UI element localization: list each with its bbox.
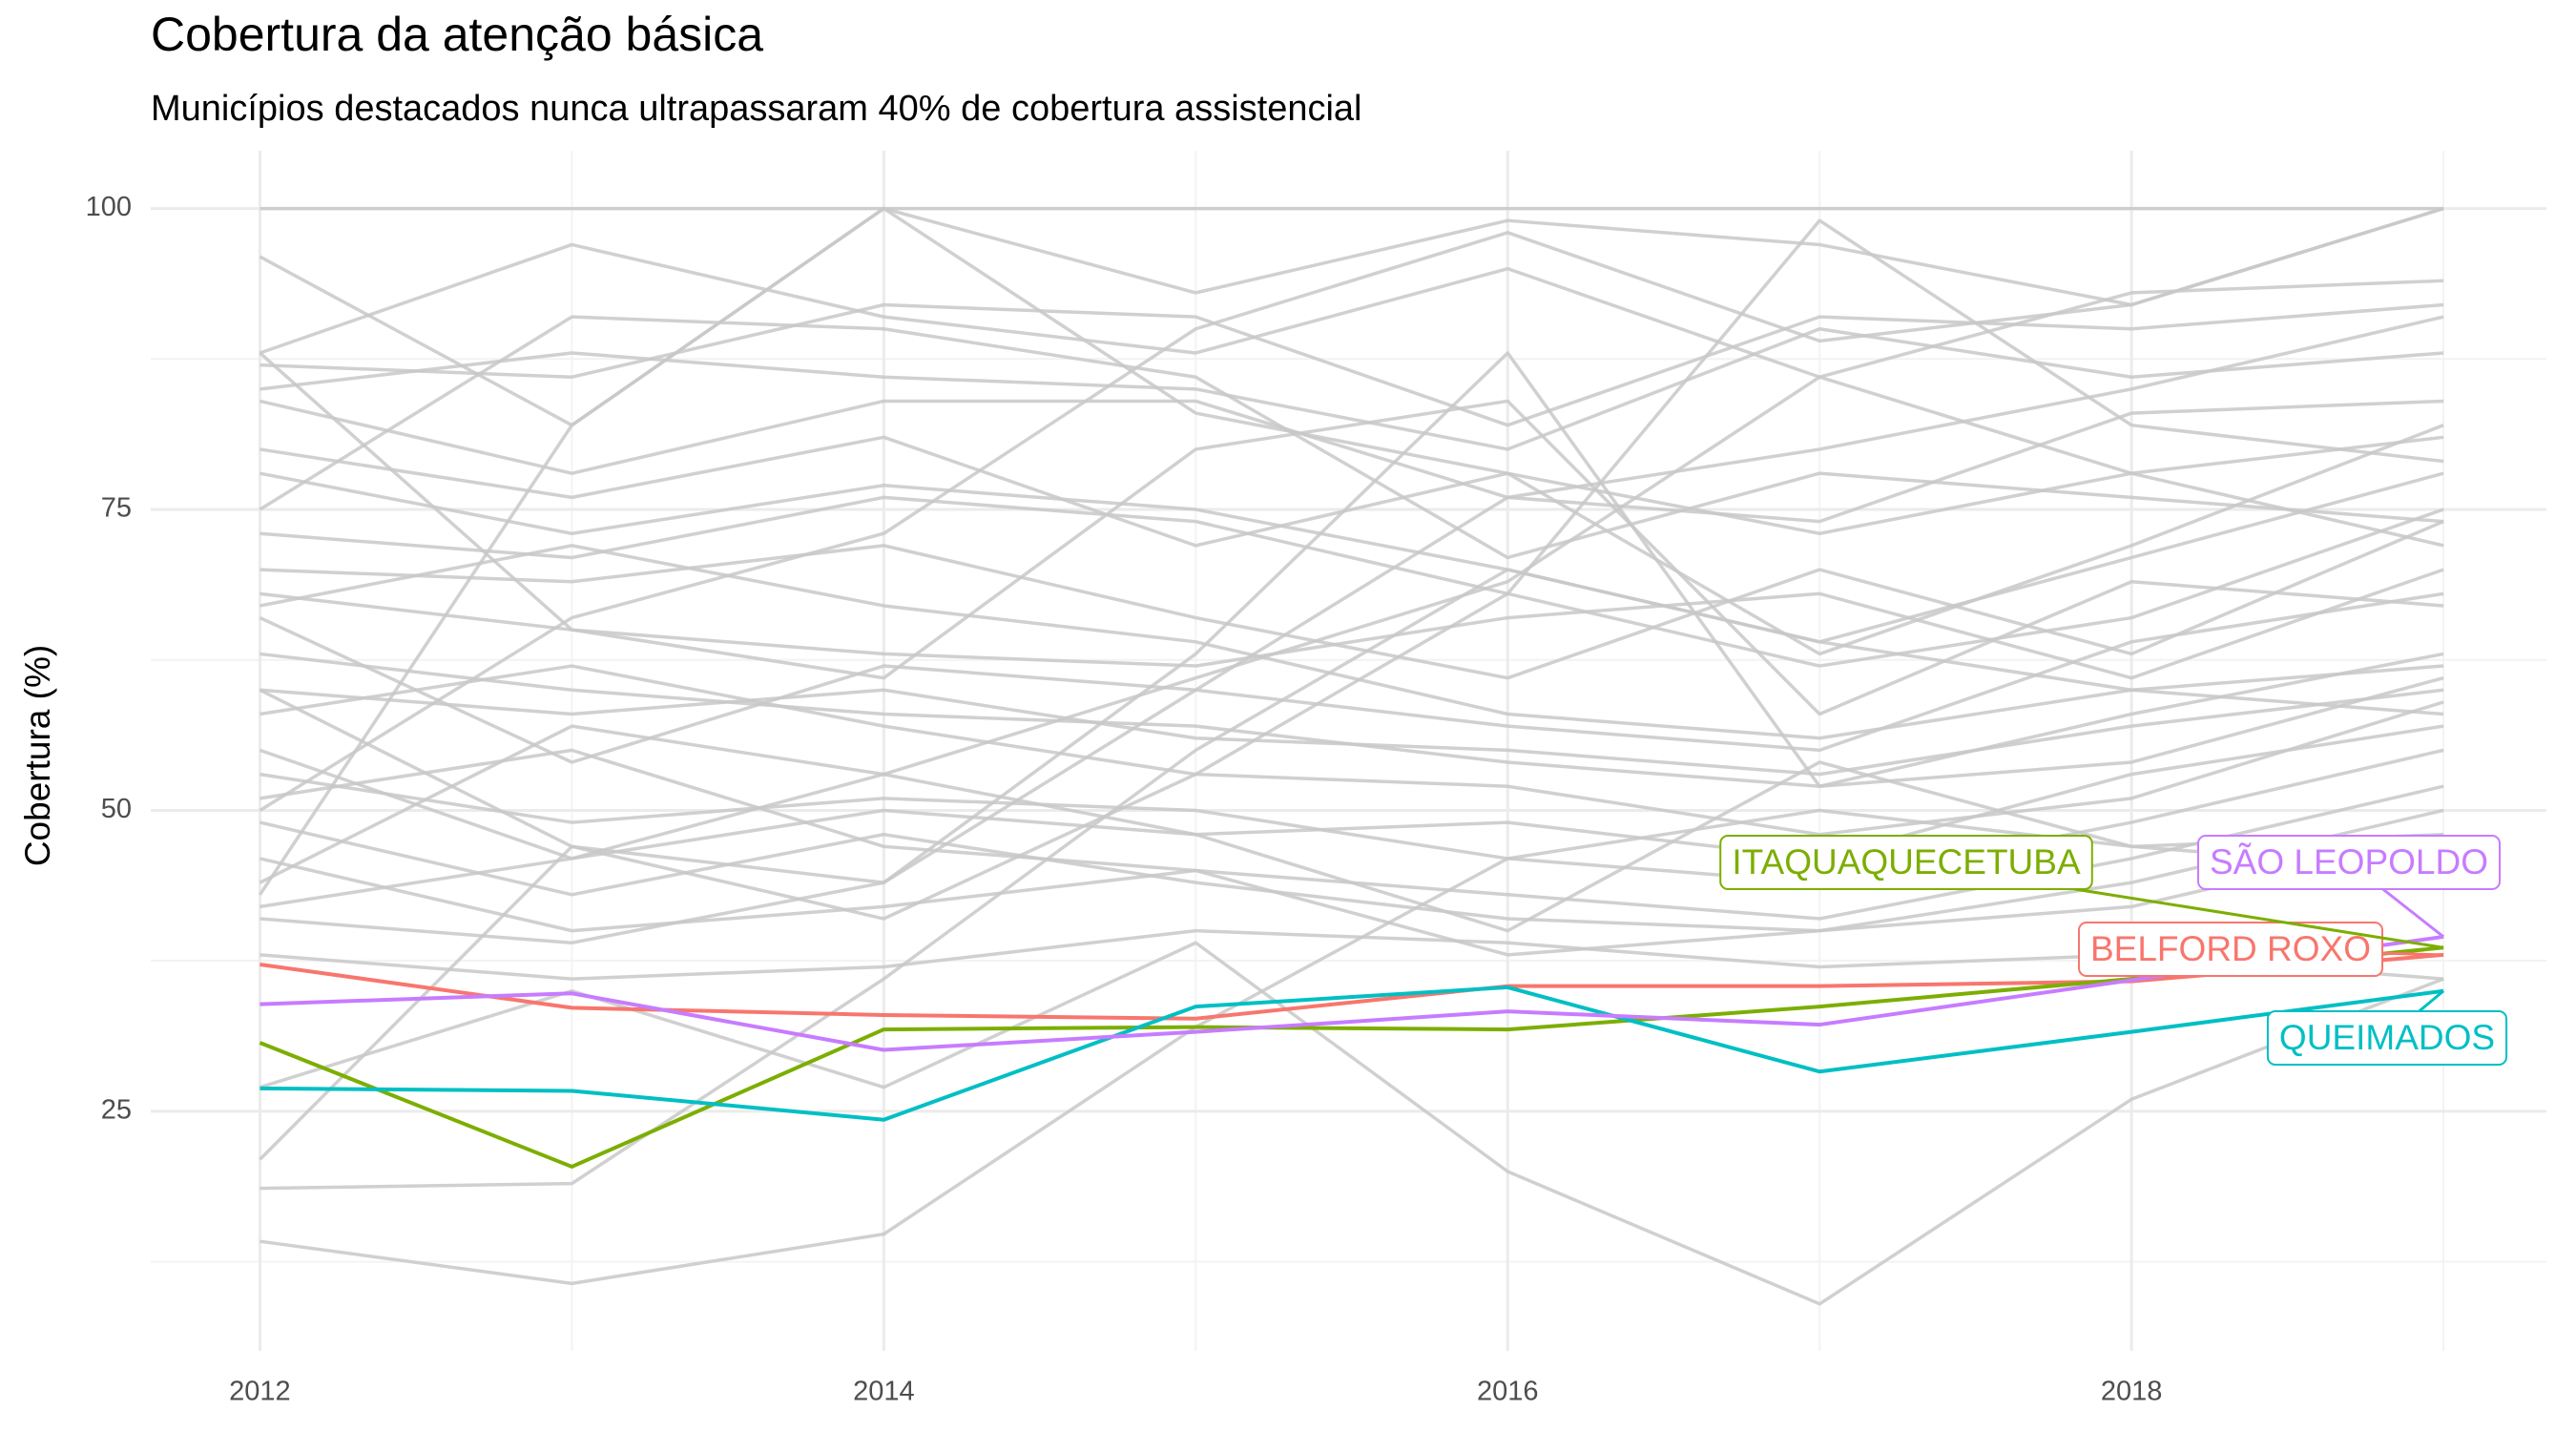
context-line — [259, 206, 2444, 812]
context-line — [259, 724, 2444, 933]
context-line — [258, 206, 2444, 896]
y-axis-title: Cobertura (%) — [18, 645, 57, 866]
label-box — [2197, 835, 2501, 890]
label-box — [1719, 835, 2093, 890]
context-line — [260, 832, 2444, 957]
context-line — [259, 724, 2444, 861]
series-label: SÃO LEOPOLDO — [2197, 835, 2501, 939]
label-connector — [2418, 989, 2445, 1013]
highlight-line — [259, 945, 2444, 1169]
context-line — [259, 591, 2444, 764]
series-label: QUEIMADOS — [2266, 989, 2508, 1066]
context-line — [260, 326, 2444, 451]
x-tick-label: 2018 — [2101, 1377, 2163, 1407]
y-tick-label: 100 — [86, 192, 132, 222]
context-line — [259, 242, 2444, 379]
context-line — [260, 399, 2444, 524]
chart-title: Cobertura da atenção básica — [151, 8, 763, 61]
label-text: ITAQUAQUECETUBA — [1732, 842, 2081, 881]
highlight-line — [260, 985, 2444, 1122]
label-text: QUEIMADOS — [2279, 1018, 2495, 1057]
x-tick-label: 2012 — [229, 1377, 291, 1407]
label-connector — [2381, 887, 2445, 939]
y-tick-label: 50 — [101, 794, 132, 824]
context-line — [260, 315, 2444, 945]
context-line — [259, 351, 2444, 716]
context-line — [259, 218, 2444, 921]
context-line — [260, 544, 2444, 740]
context-line — [260, 664, 2444, 837]
context-line — [260, 568, 2444, 1191]
label-connector — [2381, 951, 2444, 957]
context-line — [260, 302, 2444, 427]
x-tick-label: 2016 — [1477, 1377, 1539, 1407]
chart-subtitle: Municípios destacados nunca ultrapassara… — [151, 89, 1361, 129]
y-tick-label: 25 — [101, 1095, 132, 1126]
context-line — [259, 351, 2444, 1161]
y-tick-label: 75 — [101, 493, 132, 524]
label-text: BELFORD ROXO — [2090, 929, 2371, 968]
x-tick-label: 2014 — [853, 1377, 915, 1407]
context-line — [260, 435, 2444, 548]
series-label: ITAQUAQUECETUBA — [1719, 835, 2444, 949]
highlight-line — [260, 934, 2444, 1052]
context-line — [260, 471, 2444, 644]
context-line — [260, 520, 2444, 680]
context-line — [260, 688, 2444, 777]
label-text: SÃO LEOPOLDO — [2210, 842, 2488, 881]
series-label: BELFORD ROXO — [2078, 922, 2444, 977]
context-line — [260, 495, 2444, 668]
label-connector — [2074, 887, 2444, 949]
label-box — [2266, 1010, 2508, 1066]
context-line — [259, 315, 2444, 560]
label-box — [2078, 922, 2383, 977]
context-line — [259, 941, 2444, 1306]
context-line — [260, 375, 2444, 909]
context-line — [260, 568, 2444, 680]
